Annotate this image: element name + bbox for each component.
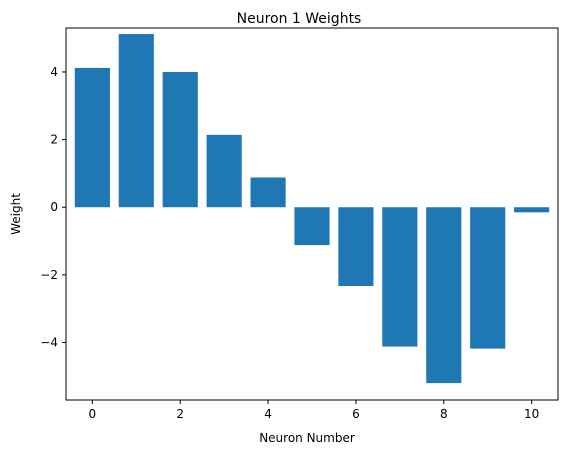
x-tick-label: 8	[440, 407, 448, 421]
bar-1	[118, 34, 154, 208]
bar-9	[470, 207, 506, 349]
x-tick-label: 2	[176, 407, 184, 421]
x-tick-label: 6	[352, 407, 360, 421]
bars-group	[74, 34, 550, 384]
chart-title: Neuron 1 Weights	[237, 11, 362, 27]
bar-8	[426, 207, 462, 384]
bar-3	[206, 134, 242, 208]
bar-10	[514, 207, 550, 213]
y-tick-label: −4	[40, 336, 58, 350]
bar-0	[74, 67, 110, 208]
bar-6	[338, 207, 374, 287]
y-tick-label: 0	[50, 200, 58, 214]
x-tick-label: 4	[264, 407, 272, 421]
y-tick-label: 4	[50, 65, 58, 79]
y-tick-label: −2	[40, 268, 58, 282]
plot-frame	[65, 27, 559, 401]
x-axis-label: Neuron Number	[259, 431, 355, 445]
bar-7	[382, 207, 418, 347]
y-tick-label: 2	[50, 133, 58, 147]
bar-4	[250, 177, 286, 208]
bar-5	[294, 207, 330, 246]
y-axis-label: Weight	[9, 193, 23, 235]
x-tick-label: 0	[89, 407, 97, 421]
x-axis-ticks: 0 2 4 6 8 10	[89, 400, 539, 421]
bar-2	[162, 71, 198, 208]
x-tick-label: 10	[524, 407, 539, 421]
y-axis-ticks: −4 −2 0 2 4	[40, 65, 66, 350]
